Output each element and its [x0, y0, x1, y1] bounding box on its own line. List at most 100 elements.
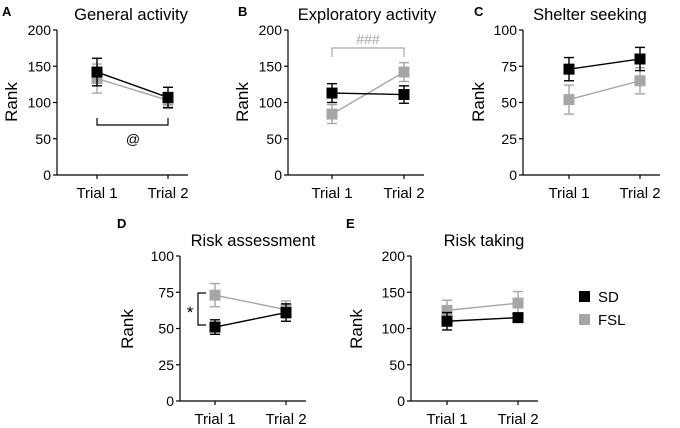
y-tick-label: 75	[501, 58, 517, 74]
data-point-sd	[398, 89, 410, 101]
x-tick-label: Trial 2	[265, 411, 306, 428]
data-point-fsl	[563, 94, 575, 106]
y-tick-label: 50	[158, 321, 174, 337]
data-point-fsl	[634, 75, 646, 87]
annotation: @	[96, 118, 169, 147]
data-point-sd	[441, 315, 453, 327]
y-tick-label: 0	[397, 393, 405, 409]
significance-bracket	[331, 47, 405, 57]
y-tick-label: 25	[158, 357, 174, 373]
y-axis-label: Rank	[118, 309, 137, 349]
panel-c: C Shelter seeking Rank 0 25 50 75 100 Trial 1…	[469, 4, 661, 202]
series-line-fsl	[214, 294, 287, 311]
legend: SD FSL	[579, 289, 626, 329]
data-point-sd	[209, 321, 221, 333]
x-tick-label: Trial 1	[76, 185, 117, 202]
series-line-fsl	[446, 302, 519, 312]
significance-label: *	[187, 303, 194, 322]
series-line-sd	[96, 71, 169, 99]
y-axis-label: Rank	[2, 82, 21, 122]
y-tick-label: 100	[28, 95, 52, 111]
chart-title: Exploratory activity	[298, 6, 437, 24]
series-line-sd	[214, 311, 287, 328]
data-marks	[326, 61, 410, 125]
annotation: *	[187, 292, 206, 326]
panel-letter: D	[117, 216, 126, 231]
y-axis-label: Rank	[347, 309, 366, 349]
x-tick-label: Trial 1	[548, 185, 589, 202]
panel-letter: A	[2, 4, 12, 19]
data-point-sd	[512, 312, 524, 324]
y-tick-label: 100	[494, 22, 518, 38]
data-marks	[563, 46, 646, 115]
annotation: ###	[331, 31, 405, 57]
y-tick-label: 50	[389, 357, 405, 373]
data-point-sd	[563, 63, 575, 75]
axes: 0 50 100 150 200 Trial 1 Trial 2	[28, 22, 189, 202]
y-tick-label: 200	[259, 22, 283, 38]
axes: 0 50 100 150 200 Trial 1 Trial 2	[259, 22, 425, 202]
y-tick-label: 150	[259, 58, 283, 74]
legend-swatch-sd	[579, 291, 590, 302]
panel-d: D Risk assessment Rank 0 25 50 75 100 Trial 1…	[117, 216, 316, 428]
legend-swatch-fsl	[579, 314, 590, 325]
x-tick-label: Trial 1	[194, 411, 235, 428]
chart-title: General activity	[74, 6, 188, 24]
data-point-sd	[326, 87, 338, 99]
y-tick-label: 0	[274, 167, 282, 183]
y-tick-label: 0	[166, 393, 174, 409]
chart-title: Shelter seeking	[533, 6, 647, 24]
series-line-sd	[331, 92, 405, 96]
series-line-sd	[446, 316, 519, 322]
panel-b: B Exploratory activity Rank 0 50 100 150 200…	[233, 4, 437, 202]
y-tick-label: 75	[158, 284, 174, 300]
data-point-sd	[634, 53, 646, 65]
data-point-fsl	[512, 297, 524, 309]
panel-e: E Risk taking Rank 0 50 100 150 200 Trial 1 Tr…	[346, 216, 539, 428]
y-axis-label: Rank	[469, 82, 488, 122]
x-tick-label: Trial 1	[426, 411, 467, 428]
axes: 0 25 50 75 100 Trial 1 Trial 2	[151, 248, 307, 428]
y-tick-label: 50	[266, 131, 282, 147]
data-point-fsl	[209, 289, 221, 301]
legend-label-sd: SD	[598, 289, 619, 306]
series-line-fsl	[331, 71, 405, 115]
axes: 0 25 50 75 100 Trial 1 Trial 2	[494, 22, 661, 202]
x-tick-label: Trial 2	[147, 185, 188, 202]
data-point-fsl	[441, 304, 453, 316]
y-tick-label: 0	[509, 167, 517, 183]
panel-letter: B	[238, 4, 247, 19]
y-tick-label: 100	[259, 95, 283, 111]
y-tick-label: 100	[382, 321, 406, 337]
significance-bracket	[96, 118, 169, 126]
data-point-fsl	[326, 108, 338, 120]
chart-title: Risk assessment	[191, 232, 316, 250]
x-tick-label: Trial 2	[497, 411, 538, 428]
panel-letter: C	[474, 4, 484, 19]
y-axis-label: Rank	[233, 82, 252, 122]
y-tick-label: 50	[35, 131, 51, 147]
data-point-sd	[280, 307, 292, 319]
legend-label-fsl: FSL	[598, 312, 626, 329]
y-tick-label: 200	[382, 248, 406, 264]
data-point-fsl	[398, 66, 410, 78]
x-tick-label: Trial 2	[619, 185, 660, 202]
data-point-sd	[91, 66, 103, 78]
y-tick-label: 50	[501, 95, 517, 111]
x-tick-label: Trial 1	[311, 185, 352, 202]
panel-letter: E	[346, 216, 355, 231]
series-line-fsl	[96, 77, 169, 101]
x-tick-label: Trial 2	[383, 185, 424, 202]
series-line-sd	[568, 58, 641, 70]
significance-bracket	[197, 292, 206, 326]
y-tick-label: 25	[501, 131, 517, 147]
panel-a: A General activity Rank 0 50 100 150 200 Tria…	[2, 4, 189, 202]
data-marks	[441, 290, 524, 331]
y-tick-label: 150	[28, 58, 52, 74]
data-marks	[91, 57, 174, 110]
axes: 0 50 100 150 200 Trial 1 Trial 2	[382, 248, 539, 428]
significance-label: ###	[356, 31, 380, 47]
significance-label: @	[126, 131, 140, 147]
chart-title: Risk taking	[444, 232, 525, 250]
